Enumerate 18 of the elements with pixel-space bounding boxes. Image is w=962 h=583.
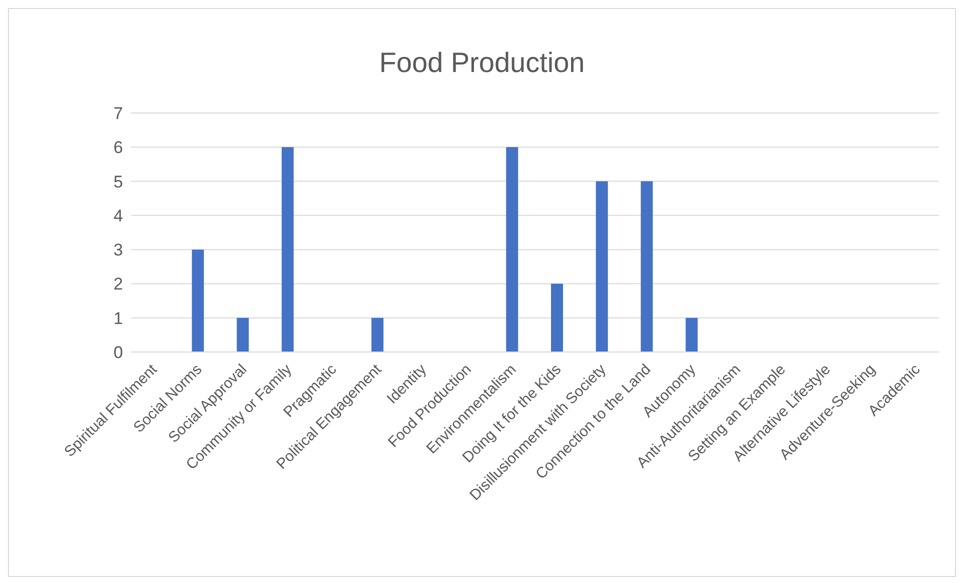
bar [371,318,384,352]
bar [192,250,204,352]
y-tick-label: 4 [114,206,123,226]
y-tick-label: 3 [114,240,123,260]
y-tick-label: 7 [114,104,123,124]
y-tick-label: 2 [114,274,123,294]
y-tick-label: 5 [114,172,123,192]
bar [640,181,653,352]
bar [282,147,294,352]
chart-title: Food Production [378,47,586,79]
y-tick-label: 0 [114,343,123,362]
y-tick-label: 1 [114,308,123,328]
y-tick-label: 6 [114,138,123,158]
bar [236,318,249,352]
bar [596,181,608,352]
bar [686,318,698,352]
bar [506,147,518,352]
bar [551,284,563,352]
